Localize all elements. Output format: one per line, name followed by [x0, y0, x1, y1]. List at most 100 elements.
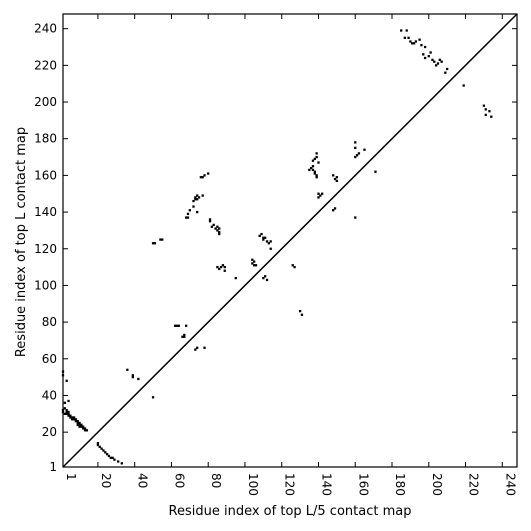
contact-point	[159, 238, 162, 241]
contact-point	[188, 209, 191, 212]
contact-point	[63, 407, 66, 410]
contact-point	[223, 269, 226, 272]
y-tick-label: 240	[34, 22, 57, 36]
contact-point	[203, 346, 206, 349]
y-axis-label: Residue index of top L contact map	[14, 127, 29, 357]
contact-point	[61, 370, 65, 373]
x-tick-label: 200	[430, 473, 444, 496]
x-axis-label: Residue index of top L/5 contact map	[169, 504, 412, 519]
contact-point	[258, 234, 261, 238]
contact-point	[484, 108, 487, 111]
contact-point	[335, 179, 339, 183]
contact-point	[151, 396, 155, 399]
contact-point	[223, 265, 226, 269]
contact-point	[433, 60, 436, 63]
contact-point	[210, 225, 214, 228]
contact-point	[72, 418, 76, 421]
contact-point	[196, 346, 199, 349]
contact-point	[208, 218, 212, 221]
contact-point	[422, 53, 425, 56]
contact-point	[65, 408, 68, 412]
x-axis: 1 20 40 60 80 100 120 140 160 180 200 220 240	[62, 14, 517, 496]
y-tick-label: 1	[49, 460, 57, 474]
contact-point	[400, 29, 403, 32]
contact-point	[83, 427, 87, 430]
contact-point	[221, 264, 225, 267]
plot-area	[61, 13, 518, 468]
contact-point	[78, 425, 81, 428]
contact-point	[253, 260, 256, 263]
contact-point	[431, 58, 434, 61]
contact-point	[161, 238, 164, 241]
contact-point	[208, 220, 212, 223]
contact-point	[313, 157, 316, 161]
contact-point	[354, 216, 357, 219]
contact-point	[183, 335, 186, 338]
x-tick-label: 240	[503, 473, 517, 496]
contact-point	[446, 67, 449, 71]
y-tick-label: 20	[42, 425, 57, 439]
contact-point	[251, 258, 254, 261]
contact-point	[80, 425, 83, 428]
contact-point	[354, 146, 357, 150]
contact-point	[67, 399, 70, 403]
contact-point	[438, 58, 441, 61]
contact-point	[405, 29, 408, 32]
contact-point	[183, 333, 186, 337]
contact-point	[262, 276, 265, 280]
contact-point	[96, 442, 100, 445]
contact-point	[192, 199, 195, 203]
contact-point	[186, 216, 190, 219]
contact-point	[218, 232, 221, 236]
contact-point	[185, 324, 188, 327]
contact-point	[120, 462, 123, 465]
contact-point	[69, 414, 72, 417]
x-tick-label: 160	[356, 473, 370, 496]
contact-point	[212, 223, 215, 227]
contact-point	[291, 264, 294, 267]
contact-point	[409, 40, 412, 43]
contact-point	[194, 198, 197, 201]
contact-point	[153, 242, 157, 245]
contact-point	[71, 418, 74, 421]
contact-point	[96, 443, 100, 447]
x-tick-label: 1	[64, 473, 78, 481]
contact-point	[319, 194, 322, 197]
contact-point	[332, 209, 335, 212]
contact-point	[72, 416, 76, 419]
contact-point	[218, 267, 221, 271]
contact-point	[434, 64, 438, 67]
contact-point	[216, 265, 219, 269]
contact-point	[203, 174, 206, 177]
contact-point	[490, 115, 493, 118]
contact-point	[335, 176, 339, 179]
contact-point	[113, 458, 116, 461]
contact-point	[126, 368, 129, 371]
contact-point	[185, 216, 188, 219]
contact-point	[219, 265, 223, 269]
contact-point	[313, 172, 316, 175]
contact-point	[131, 374, 134, 377]
contact-point	[76, 421, 79, 425]
contact-point	[333, 177, 337, 181]
contact-point	[315, 155, 318, 159]
contact-point	[151, 242, 155, 245]
contact-point	[262, 238, 265, 241]
contact-point	[251, 262, 254, 265]
contact-point	[315, 174, 318, 177]
contact-point	[201, 194, 204, 197]
x-tick-label: 100	[246, 473, 260, 496]
contact-point	[67, 410, 70, 414]
contact-point	[311, 159, 315, 162]
contact-point	[216, 229, 219, 232]
contact-point	[411, 42, 414, 45]
contact-point	[315, 152, 318, 155]
contact-point	[218, 227, 221, 230]
contact-point	[374, 170, 377, 173]
contact-point	[197, 196, 201, 199]
contact-point	[175, 324, 179, 327]
contact-point	[300, 313, 304, 316]
contact-point	[74, 420, 78, 423]
contact-point	[65, 410, 68, 414]
points-group	[61, 29, 493, 465]
